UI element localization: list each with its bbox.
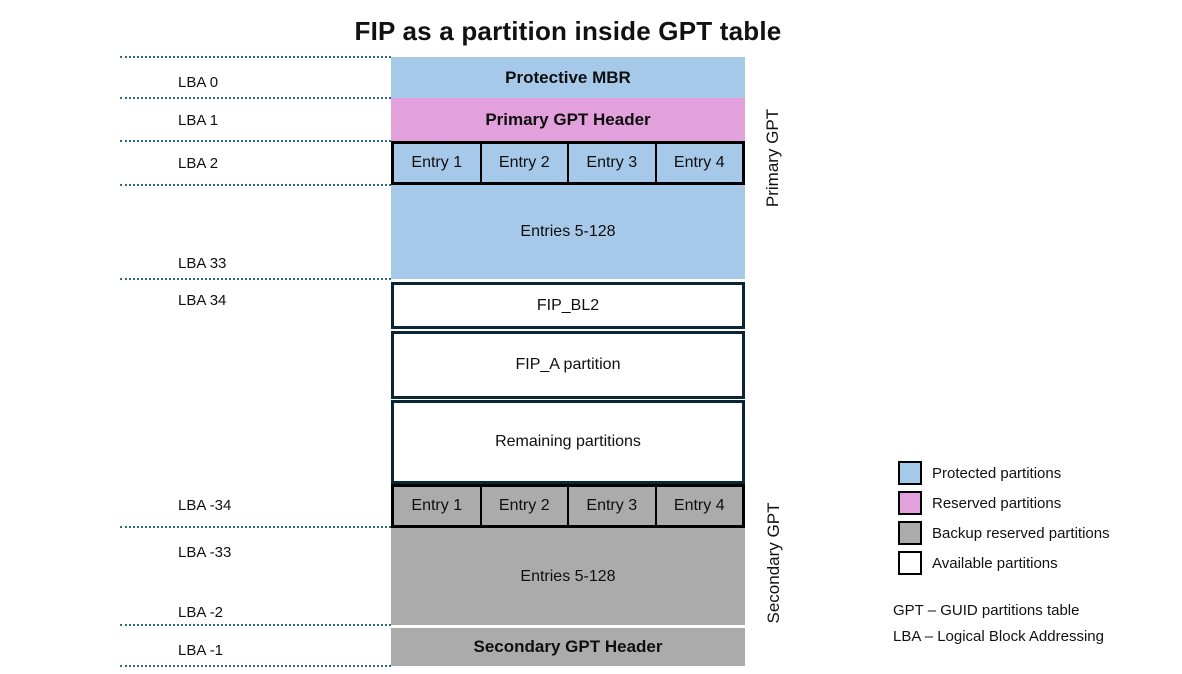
block-secondary-entries-5-128: Entries 5-128: [391, 528, 745, 625]
dotted-separator: [120, 665, 391, 667]
dotted-separator: [120, 624, 391, 626]
legend-swatch-backup: [898, 521, 922, 545]
page-title: FIP as a partition inside GPT table: [354, 16, 782, 46]
legend-swatch-protected: [898, 461, 922, 485]
secondary-entry-4: Entry 4: [654, 487, 743, 525]
dotted-separator: [120, 140, 391, 142]
block-fip-bl2: FIP_BL2: [391, 282, 745, 329]
dotted-separator: [120, 278, 391, 280]
lba-label-neg34: LBA -34: [178, 497, 232, 514]
dotted-separator: [120, 184, 391, 186]
primary-entry-4: Entry 4: [654, 144, 743, 182]
legend-swatch-reserved: [898, 491, 922, 515]
block-secondary-gpt-header: Secondary GPT Header: [391, 628, 745, 666]
secondary-entry-2: Entry 2: [479, 487, 568, 525]
lba-label-2: LBA 2: [178, 155, 219, 172]
side-label-secondary-gpt: Secondary GPT: [764, 502, 783, 624]
legend-label-protected: Protected partitions: [932, 465, 1062, 482]
footnote-gpt: GPT – GUID partitions table: [893, 602, 1080, 619]
block-remaining-partitions: Remaining partitions: [391, 400, 745, 484]
block-primary-entries-5-128: Entries 5-128: [391, 185, 745, 279]
lba-label-1: LBA 1: [178, 112, 219, 129]
side-label-primary-gpt: Primary GPT: [763, 108, 782, 208]
block-fip-a-partition: FIP_A partition: [391, 331, 745, 399]
block-primary-gpt-header: Primary GPT Header: [391, 98, 745, 141]
legend-label-backup: Backup reserved partitions: [932, 525, 1110, 542]
dotted-separator: [120, 56, 391, 58]
block-protective-mbr: Protective MBR: [391, 57, 745, 98]
lba-label-33: LBA 33: [178, 255, 227, 272]
secondary-entry-3: Entry 3: [567, 487, 655, 525]
legend-label-reserved: Reserved partitions: [932, 495, 1062, 512]
lba-label-neg33: LBA -33: [178, 544, 232, 561]
lba-label-0: LBA 0: [178, 74, 219, 91]
block-primary-entry-row: Entry 1 Entry 2 Entry 3 Entry 4: [391, 141, 745, 185]
lba-label-neg1: LBA -1: [178, 642, 224, 659]
lba-label-neg2: LBA -2: [178, 604, 224, 621]
dotted-separator: [120, 526, 391, 528]
legend-label-available: Available partitions: [932, 555, 1058, 572]
legend-swatch-available: [898, 551, 922, 575]
secondary-entry-1: Entry 1: [411, 497, 463, 514]
primary-entry-1: Entry 1: [411, 154, 463, 171]
footnote-lba: LBA – Logical Block Addressing: [893, 628, 1104, 645]
lba-label-34: LBA 34: [178, 292, 227, 309]
primary-entry-3: Entry 3: [567, 144, 655, 182]
dotted-separator: [120, 97, 391, 99]
block-secondary-entry-row: Entry 1 Entry 2 Entry 3 Entry 4: [391, 484, 745, 528]
primary-entry-2: Entry 2: [479, 144, 568, 182]
